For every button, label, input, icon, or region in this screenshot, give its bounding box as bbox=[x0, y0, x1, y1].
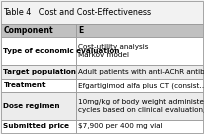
Bar bbox=[76, 24, 203, 38]
Text: Submitted price: Submitted price bbox=[3, 123, 70, 129]
Text: Treatment: Treatment bbox=[3, 82, 46, 88]
Bar bbox=[1, 24, 76, 38]
Bar bbox=[1, 65, 76, 79]
Bar bbox=[1, 79, 76, 92]
Bar bbox=[1, 92, 76, 120]
Text: Adult patients with anti-AChR antib…: Adult patients with anti-AChR antib… bbox=[78, 69, 204, 75]
Bar bbox=[76, 120, 203, 133]
Bar bbox=[76, 92, 203, 120]
Text: Cost-utility analysis
Markov model: Cost-utility analysis Markov model bbox=[78, 44, 148, 58]
Text: Type of economic evaluation: Type of economic evaluation bbox=[3, 48, 120, 54]
Text: Table 4   Cost and Cost-Effectiveness: Table 4 Cost and Cost-Effectiveness bbox=[3, 8, 151, 17]
Text: Dose regimen: Dose regimen bbox=[3, 103, 60, 109]
Bar bbox=[76, 65, 203, 79]
Bar bbox=[1, 1, 203, 24]
Bar bbox=[1, 38, 76, 65]
Bar bbox=[76, 79, 203, 92]
Bar bbox=[76, 38, 203, 65]
Text: Efgartigimod alfa plus CT (consist…: Efgartigimod alfa plus CT (consist… bbox=[78, 82, 204, 89]
Text: Target population: Target population bbox=[3, 69, 76, 75]
Text: E: E bbox=[78, 26, 83, 35]
Text: 10mg/kg of body weight administer…
cycles based on clinical evaluation, v…: 10mg/kg of body weight administer… cycle… bbox=[78, 99, 204, 113]
Text: $7,900 per 400 mg vial: $7,900 per 400 mg vial bbox=[78, 123, 162, 129]
Bar bbox=[1, 120, 76, 133]
Text: Component: Component bbox=[3, 26, 53, 35]
